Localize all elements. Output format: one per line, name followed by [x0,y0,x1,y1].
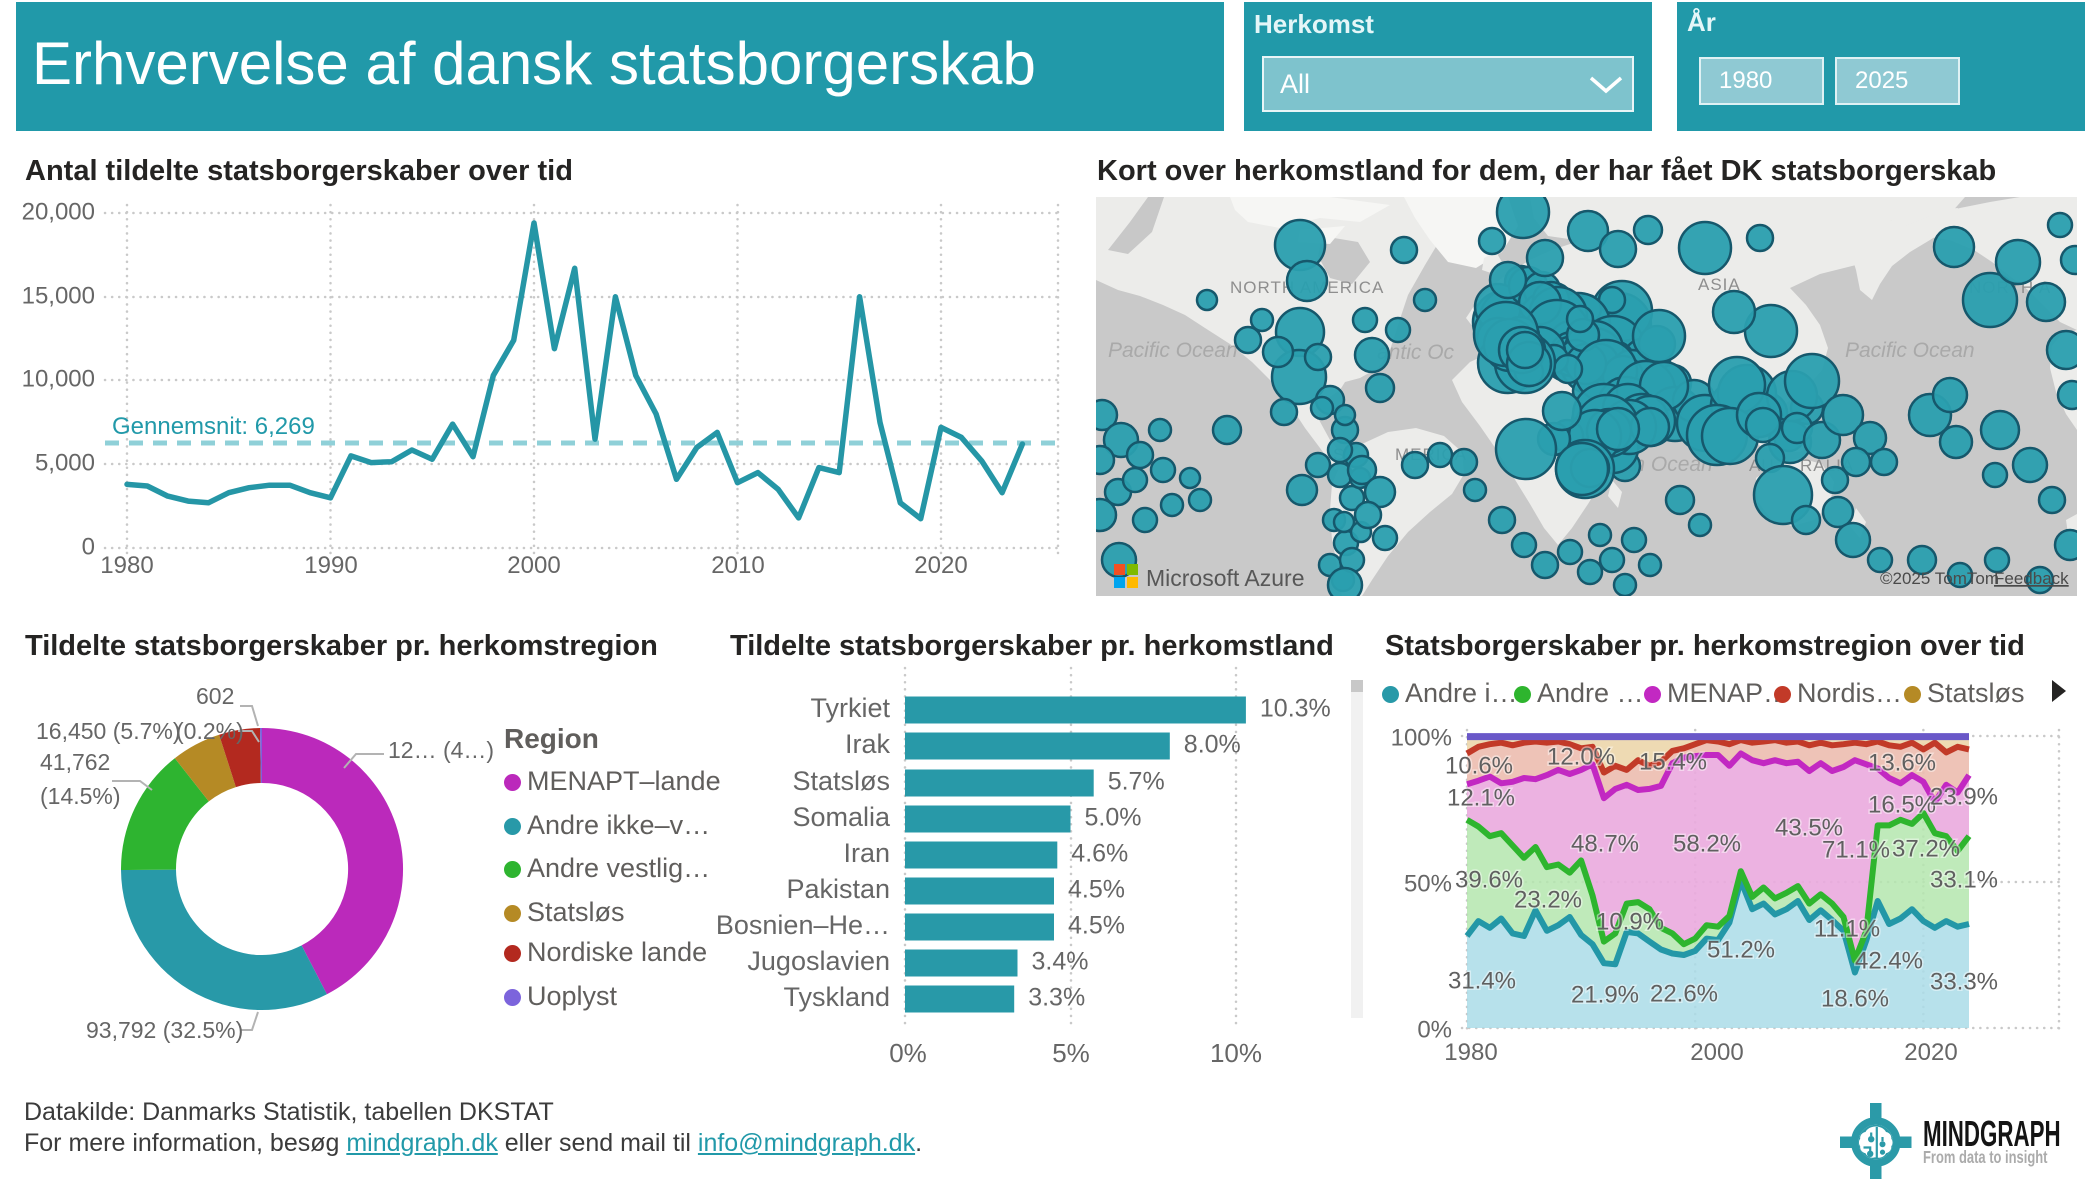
svg-text:10.6%: 10.6% [1445,752,1513,779]
svg-text:16.5%: 16.5% [1868,791,1936,818]
svg-text:0%: 0% [1417,1016,1452,1043]
svg-text:Bosnien–He…: Bosnien–He… [716,910,890,940]
svg-text:100%: 100% [1391,724,1452,751]
svg-text:11.1%: 11.1% [1814,915,1880,942]
svg-text:2000: 2000 [507,552,560,579]
svg-text:2000: 2000 [1690,1039,1743,1066]
svg-text:ian Ocean: ian Ocean [1617,453,1713,476]
svg-text:15,000: 15,000 [22,282,95,309]
svg-text:10.3%: 10.3% [1260,695,1331,723]
svg-text:3.3%: 3.3% [1028,984,1085,1012]
svg-text:51.2%: 51.2% [1707,936,1775,963]
svg-text:93,792 (32.5%): 93,792 (32.5%) [86,1017,243,1043]
svg-text:5.0%: 5.0% [1085,804,1142,832]
svg-text:4.6%: 4.6% [1071,840,1128,868]
svg-text:1980: 1980 [1444,1039,1497,1066]
svg-text:0: 0 [82,533,95,560]
svg-text:71.1%: 71.1% [1822,836,1890,863]
svg-text:10,000: 10,000 [22,365,95,392]
svg-text:22.6%: 22.6% [1650,980,1718,1007]
svg-text:5,000: 5,000 [35,449,95,476]
svg-text:2010: 2010 [711,552,764,579]
svg-text:Pakistan: Pakistan [786,874,890,904]
svg-text:37.2%: 37.2% [1892,835,1960,862]
svg-text:42.4%: 42.4% [1855,947,1923,974]
svg-text:©2025 TomTom: ©2025 TomTom [1880,569,1999,588]
svg-text:Jugoslavien: Jugoslavien [747,946,890,976]
svg-text:1980: 1980 [100,552,153,579]
svg-text:33.3%: 33.3% [1930,968,1998,995]
svg-text:0%: 0% [889,1038,927,1068]
svg-text:12.0%: 12.0% [1547,743,1615,770]
svg-text:Pacific Ocean: Pacific Ocean [1845,339,1975,362]
svg-text:20,000: 20,000 [22,198,95,225]
svg-text:1990: 1990 [304,552,357,579]
svg-text:21.9%: 21.9% [1571,981,1639,1008]
svg-text:antic Oc: antic Oc [1377,341,1455,364]
svg-text:From data to insight: From data to insight [1923,1148,2048,1168]
svg-text:33.1%: 33.1% [1930,866,1998,893]
svg-text:Feedback: Feedback [1994,569,2069,588]
svg-text:4.5%: 4.5% [1068,876,1125,904]
svg-text:8.0%: 8.0% [1184,731,1241,759]
svg-text:Tyskland: Tyskland [783,982,890,1012]
svg-text:Somalia: Somalia [792,802,891,832]
svg-text:ASIA: ASIA [1698,275,1741,294]
svg-text:Pacific Ocean: Pacific Ocean [1108,339,1238,362]
svg-text:5%: 5% [1052,1038,1090,1068]
svg-text:48.7%: 48.7% [1571,830,1639,857]
svg-text:58.2%: 58.2% [1673,830,1741,857]
svg-text:39.6%: 39.6% [1455,866,1523,893]
svg-text:Irak: Irak [845,729,891,759]
svg-text:3.4%: 3.4% [1032,948,1089,976]
svg-text:41,762: 41,762 [40,749,110,775]
svg-text:12.1%: 12.1% [1447,784,1515,811]
svg-text:10%: 10% [1210,1038,1262,1068]
svg-text:16,450 (5.7%): 16,450 (5.7%) [36,718,180,744]
svg-text:15.4%: 15.4% [1639,748,1707,775]
svg-text:2020: 2020 [1904,1039,1957,1066]
svg-text:18.6%: 18.6% [1821,985,1889,1012]
svg-text:Iran: Iran [843,838,890,868]
svg-text:23.2%: 23.2% [1514,886,1582,913]
svg-text:43.5%: 43.5% [1775,814,1843,841]
svg-text:31.4%: 31.4% [1448,967,1516,994]
svg-text:50%: 50% [1404,870,1452,897]
svg-text:(14.5%): (14.5%) [40,783,121,809]
svg-text:13.6%: 13.6% [1868,749,1936,776]
svg-text:5.7%: 5.7% [1108,768,1165,796]
svg-text:10.9%: 10.9% [1596,908,1664,935]
svg-text:Gennemsnit: 6,269: Gennemsnit: 6,269 [112,413,315,440]
svg-text:MINDGRAPH: MINDGRAPH [1923,1115,2061,1155]
svg-text:2020: 2020 [914,552,967,579]
svg-text:23.9%: 23.9% [1930,783,1998,810]
svg-text:602: 602 [196,683,234,709]
svg-text:4.5%: 4.5% [1068,912,1125,940]
svg-text:12… (4…): 12… (4…) [388,737,494,763]
svg-text:Microsoft Azure: Microsoft Azure [1146,565,1305,591]
svg-text:Tyrkiet: Tyrkiet [810,693,890,723]
svg-text:(0.2%): (0.2%) [176,718,244,744]
svg-text:Statsløs: Statsløs [792,766,890,796]
